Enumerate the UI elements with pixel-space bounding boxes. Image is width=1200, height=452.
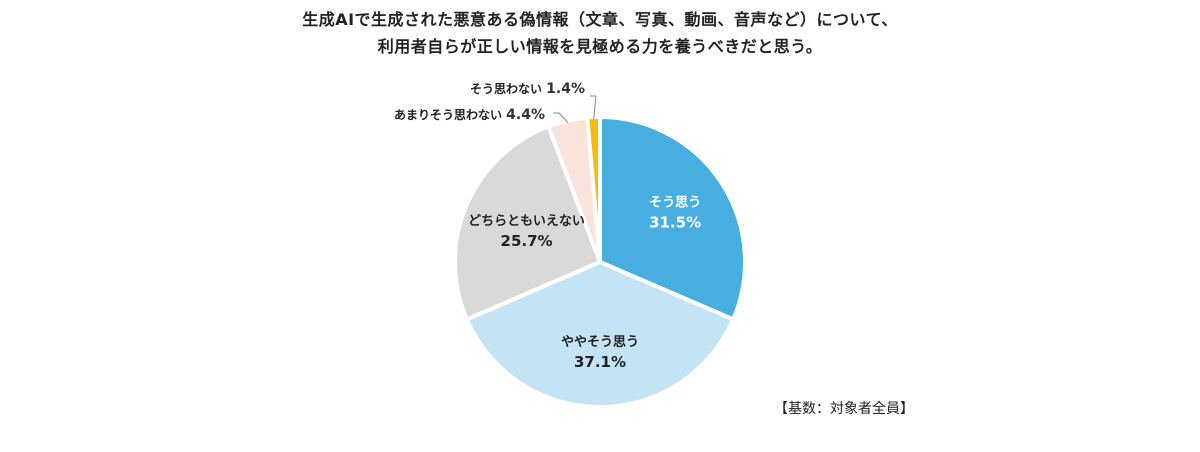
chart-title-line-1: 生成AIで生成された悪意ある偽情報（文章、写真、動画、音声など）について、: [302, 10, 898, 29]
chart-title: 生成AIで生成された悪意ある偽情報（文章、写真、動画、音声など）について、 利用…: [0, 6, 1200, 60]
slice-3-wedge: [453, 123, 603, 322]
slice-1-wedge: [598, 114, 747, 322]
leader-lines: [553, 95, 597, 123]
slice-1-value: 31.5%: [649, 214, 701, 232]
chart-title-line-2: 利用者自らが正しい情報を見極める力を養うべきだと思う。: [377, 37, 823, 56]
slice-3-label: どちらともいえない: [468, 214, 585, 229]
slice-2-wedge: [464, 259, 736, 409]
slice-2-value: 37.1%: [574, 353, 626, 371]
slice-5-label: そう思わない 1.4%: [470, 81, 585, 97]
slice-5-leader-line: [590, 95, 597, 120]
slice-2-label: ややそう思う: [561, 335, 639, 350]
base-note: 【基数：対象者全員】: [774, 401, 914, 417]
slice-3-value: 25.7%: [501, 232, 553, 250]
slice-4-label: あまりそう思わない 4.4%: [394, 107, 545, 123]
pie-slices: [453, 114, 747, 409]
slice-labels: そう思う 31.5% ややそう思う 37.1% どちらともいえない 25.7% あまりそう思…: [394, 81, 701, 371]
slice-4-leader-line: [553, 112, 569, 123]
slice-1-label: そう思う: [649, 196, 701, 211]
